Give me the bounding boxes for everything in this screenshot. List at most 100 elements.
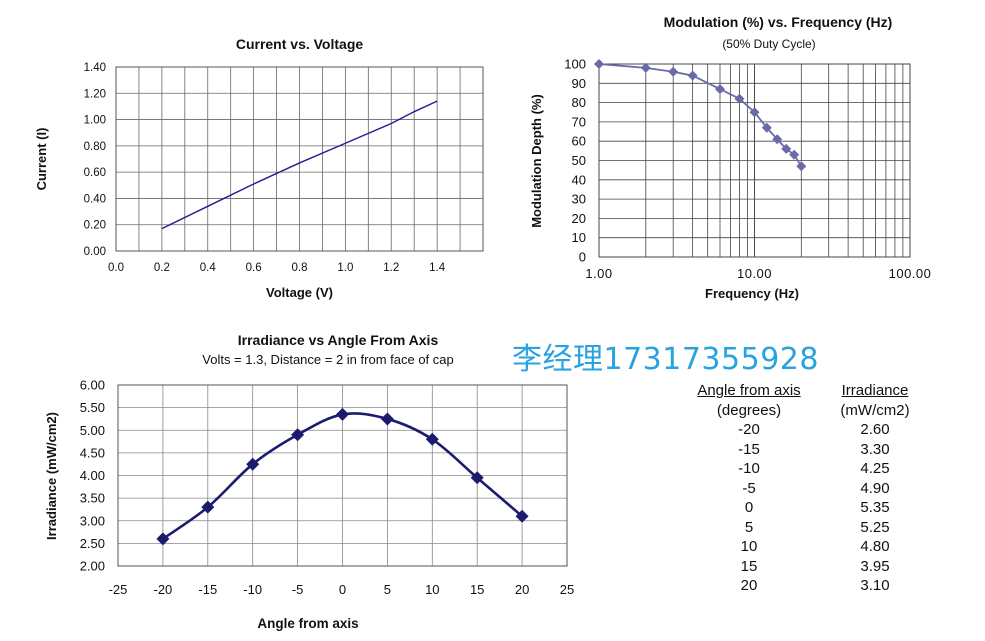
data-marker: [594, 59, 604, 69]
y-axis-label: Current (I): [34, 128, 49, 191]
table-row: 15 3.95: [680, 557, 932, 577]
chart-subtitle: Volts = 1.3, Distance = 2 in from face o…: [202, 352, 453, 367]
y-tick-label: 0.00: [84, 246, 106, 258]
data-marker: [749, 107, 760, 118]
x-tick-label: 0.8: [292, 262, 308, 274]
data-marker: [470, 471, 484, 485]
x-tick-label: 1.4: [429, 262, 446, 274]
table-unit-angle: (degrees): [716, 401, 782, 419]
y-tick-label: 0.40: [84, 193, 106, 205]
table-unit-irradiance: (mW/cm2): [840, 401, 910, 419]
plot-frame: [598, 63, 911, 258]
data-marker: [425, 432, 439, 446]
data-marker: [291, 428, 305, 442]
y-tick-label: 4.00: [80, 468, 105, 483]
x-tick-label: 100.00: [889, 266, 932, 281]
table-cell-irradiance: 3.95: [860, 557, 890, 575]
y-axis-label: Irradiance (mW/cm2): [44, 412, 59, 540]
y-tick-label: 0: [579, 250, 586, 265]
x-tick-label: 0.6: [246, 262, 262, 274]
x-tick-label: 1.2: [383, 262, 399, 274]
y-axis-label: Modulation Depth (%): [529, 94, 544, 228]
plot-frame: [115, 66, 484, 252]
y-tick-label: 3.00: [80, 513, 105, 528]
table-row: -20 2.60: [680, 420, 932, 440]
chart-subtitle: (50% Duty Cycle): [722, 37, 815, 51]
plot-frame: [117, 384, 568, 567]
y-tick-label: 20: [572, 211, 586, 226]
y-tick-label: 0.20: [84, 220, 106, 232]
x-tick-label: 0.2: [154, 262, 170, 274]
y-tick-label: 2.00: [80, 559, 105, 574]
y-tick-label: 90: [572, 76, 586, 91]
x-tick-label: 1.00: [585, 266, 612, 281]
y-tick-label: 100: [564, 57, 586, 72]
x-tick-label: -15: [198, 582, 217, 597]
table-header-row: Angle from axis Irradiance: [680, 381, 932, 401]
x-tick-label: 20: [515, 582, 529, 597]
y-tick-label: 40: [572, 172, 586, 187]
data-marker: [336, 407, 349, 421]
data-marker: [246, 457, 260, 471]
chart-title: Current vs. Voltage: [236, 36, 364, 52]
table-row: -5 4.90: [680, 479, 932, 499]
table-cell-angle: 20: [740, 577, 758, 594]
chart-modulation-vs-frequency: 0 10 20 30 40 50 60 70 80 90 100 1.00 10.00 100.00 Mod…: [529, 14, 931, 301]
y-tick-label: 80: [572, 95, 586, 110]
x-tick-label: 5: [384, 582, 391, 597]
x-tick-label: 10: [425, 582, 439, 597]
x-tick-label: -20: [154, 582, 173, 597]
y-tick-label: 30: [572, 192, 586, 207]
y-tick-label: 1.40: [84, 62, 106, 74]
x-tick-label: 1.0: [337, 262, 353, 274]
x-tick-label: 10.00: [737, 266, 772, 281]
y-tick-label: 6.00: [80, 378, 105, 393]
x-axis-label: Frequency (Hz): [705, 286, 799, 301]
table-row: -10 4.25: [680, 459, 932, 479]
table-cell-angle: -15: [738, 440, 760, 458]
data-marker: [640, 62, 651, 73]
data-marker: [789, 149, 800, 160]
x-tick-label: -25: [109, 582, 128, 597]
x-tick-label: 15: [470, 582, 484, 597]
y-tick-label: 1.00: [84, 115, 106, 127]
table-cell-irradiance: 4.80: [860, 538, 890, 555]
series-line: [161, 100, 438, 230]
data-marker: [380, 412, 394, 426]
table-header-irradiance: Irradiance: [841, 382, 909, 399]
x-axis-label: Voltage (V): [266, 285, 333, 300]
data-marker: [201, 500, 215, 514]
table-cell-irradiance: 3.30: [860, 440, 890, 458]
table-header-angle: Angle from axis: [697, 382, 801, 399]
data-marker: [734, 93, 745, 104]
chart-current-vs-voltage: 0.00 0.20 0.40 0.60 0.80 1.00 1.20 1.40 0.0 0.2 0.…: [34, 36, 484, 300]
chart-title: Irradiance vs Angle From Axis: [238, 332, 439, 348]
table-cell-angle: -20: [738, 421, 760, 438]
watermark-text: 李经理17317355928: [512, 342, 819, 377]
y-tick-label: 60: [572, 134, 586, 149]
table-cell-irradiance: 5.25: [860, 518, 890, 536]
y-tick-label: 4.50: [80, 445, 105, 460]
chart-title: Modulation (%) vs. Frequency (Hz): [664, 14, 893, 30]
y-tick-label: 3.50: [80, 491, 105, 506]
table-cell-angle: -10: [738, 460, 760, 477]
x-tick-label: 0.4: [200, 262, 217, 274]
y-tick-label: 10: [572, 230, 586, 245]
y-tick-label: 2.50: [80, 536, 105, 551]
x-axis-label: Angle from axis: [257, 616, 358, 631]
table-body: -20 2.60 -15 3.30 -10 4.25 -5 4.90 0 5.35 5 5.25 10 4…: [680, 420, 932, 596]
table-cell-angle: 10: [740, 538, 758, 555]
x-tick-label: -5: [292, 582, 304, 597]
data-marker: [156, 532, 170, 546]
x-tick-label: 0: [339, 582, 346, 597]
data-marker: [761, 122, 772, 133]
data-marker: [772, 134, 783, 145]
table-units-row: (degrees) (mW/cm2): [680, 401, 932, 421]
y-tick-label: 50: [572, 153, 586, 168]
data-marker: [796, 161, 807, 172]
table-cell-irradiance: 3.10: [860, 577, 890, 594]
table-cell-irradiance: 2.60: [860, 421, 890, 438]
table-cell-angle: 15: [740, 557, 758, 575]
data-marker: [715, 84, 726, 95]
